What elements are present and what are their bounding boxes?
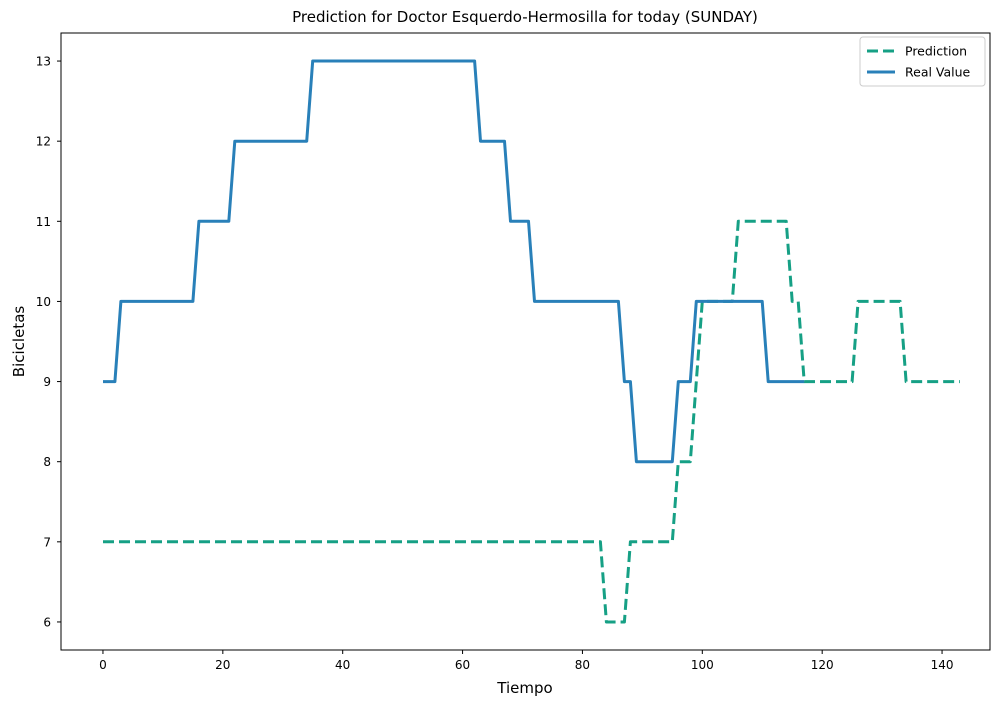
- legend: Prediction Real Value: [859, 36, 986, 87]
- legend-box: [859, 36, 986, 87]
- y-tick-label: 6: [43, 615, 51, 629]
- y-tick-label: 8: [43, 455, 51, 469]
- y-tick-label: 7: [43, 535, 51, 549]
- x-tick-label: 60: [455, 658, 470, 672]
- y-tick-label: 10: [36, 295, 51, 309]
- y-tick-label: 12: [36, 135, 51, 149]
- x-tick-label: 100: [691, 658, 714, 672]
- legend-label-prediction: Prediction: [905, 44, 967, 59]
- legend-label-real-value: Real Value: [905, 65, 971, 80]
- axis-ticks: 0 20 40 60 80 100 120 140 6 7 8 9 10 11 12 13: [36, 55, 954, 672]
- y-tick-label: 11: [36, 215, 51, 229]
- y-tick-label: 13: [36, 55, 51, 69]
- chart-title: Prediction for Doctor Esquerdo-Hermosill…: [292, 8, 758, 26]
- x-tick-label: 0: [99, 658, 107, 672]
- plot-frame: [60, 32, 991, 651]
- plot-area: [103, 59, 960, 624]
- x-tick-label: 80: [575, 658, 590, 672]
- x-tick-label: 140: [931, 658, 954, 672]
- series-line-real-value: [103, 59, 805, 464]
- series-line-prediction: [103, 219, 960, 624]
- x-tick-label: 20: [215, 658, 230, 672]
- y-tick-label: 9: [43, 375, 51, 389]
- y-axis-label: Bicicletas: [10, 306, 28, 378]
- x-tick-label: 120: [811, 658, 834, 672]
- x-axis-label: Tiempo: [496, 679, 552, 697]
- x-tick-label: 40: [335, 658, 350, 672]
